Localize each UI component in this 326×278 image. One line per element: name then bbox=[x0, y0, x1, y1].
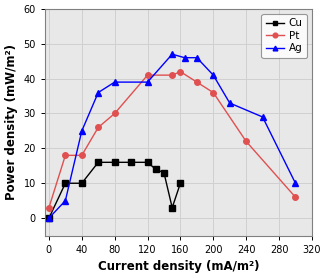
Cu bbox=[47, 217, 51, 220]
Cu bbox=[178, 182, 182, 185]
Ag bbox=[80, 129, 84, 133]
Cu bbox=[170, 206, 174, 209]
Pt bbox=[64, 154, 67, 157]
X-axis label: Current density (mA/m²): Current density (mA/m²) bbox=[97, 260, 259, 273]
Pt bbox=[293, 195, 297, 199]
Pt bbox=[211, 91, 215, 94]
Ag bbox=[183, 56, 186, 59]
Pt bbox=[170, 73, 174, 77]
Pt bbox=[146, 73, 150, 77]
Line: Cu: Cu bbox=[46, 160, 183, 221]
Cu bbox=[129, 161, 133, 164]
Ag bbox=[228, 101, 232, 105]
Line: Pt: Pt bbox=[46, 69, 298, 210]
Ag bbox=[260, 115, 264, 119]
Pt bbox=[195, 80, 199, 84]
Ag bbox=[293, 182, 297, 185]
Cu bbox=[146, 161, 150, 164]
Pt bbox=[96, 126, 100, 129]
Ag bbox=[64, 199, 67, 202]
Ag bbox=[211, 73, 215, 77]
Ag bbox=[47, 217, 51, 220]
Pt bbox=[113, 112, 117, 115]
Cu bbox=[64, 182, 67, 185]
Line: Ag: Ag bbox=[46, 51, 298, 221]
Legend: Cu, Pt, Ag: Cu, Pt, Ag bbox=[261, 14, 307, 58]
Cu bbox=[154, 168, 158, 171]
Ag bbox=[170, 53, 174, 56]
Cu bbox=[96, 161, 100, 164]
Pt bbox=[244, 140, 248, 143]
Y-axis label: Power density (mW/m²): Power density (mW/m²) bbox=[5, 44, 18, 200]
Ag bbox=[113, 80, 117, 84]
Pt bbox=[80, 154, 84, 157]
Ag bbox=[96, 91, 100, 94]
Cu bbox=[113, 161, 117, 164]
Ag bbox=[146, 80, 150, 84]
Cu bbox=[80, 182, 84, 185]
Pt bbox=[47, 206, 51, 209]
Cu bbox=[162, 171, 166, 175]
Pt bbox=[178, 70, 182, 73]
Ag bbox=[195, 56, 199, 59]
